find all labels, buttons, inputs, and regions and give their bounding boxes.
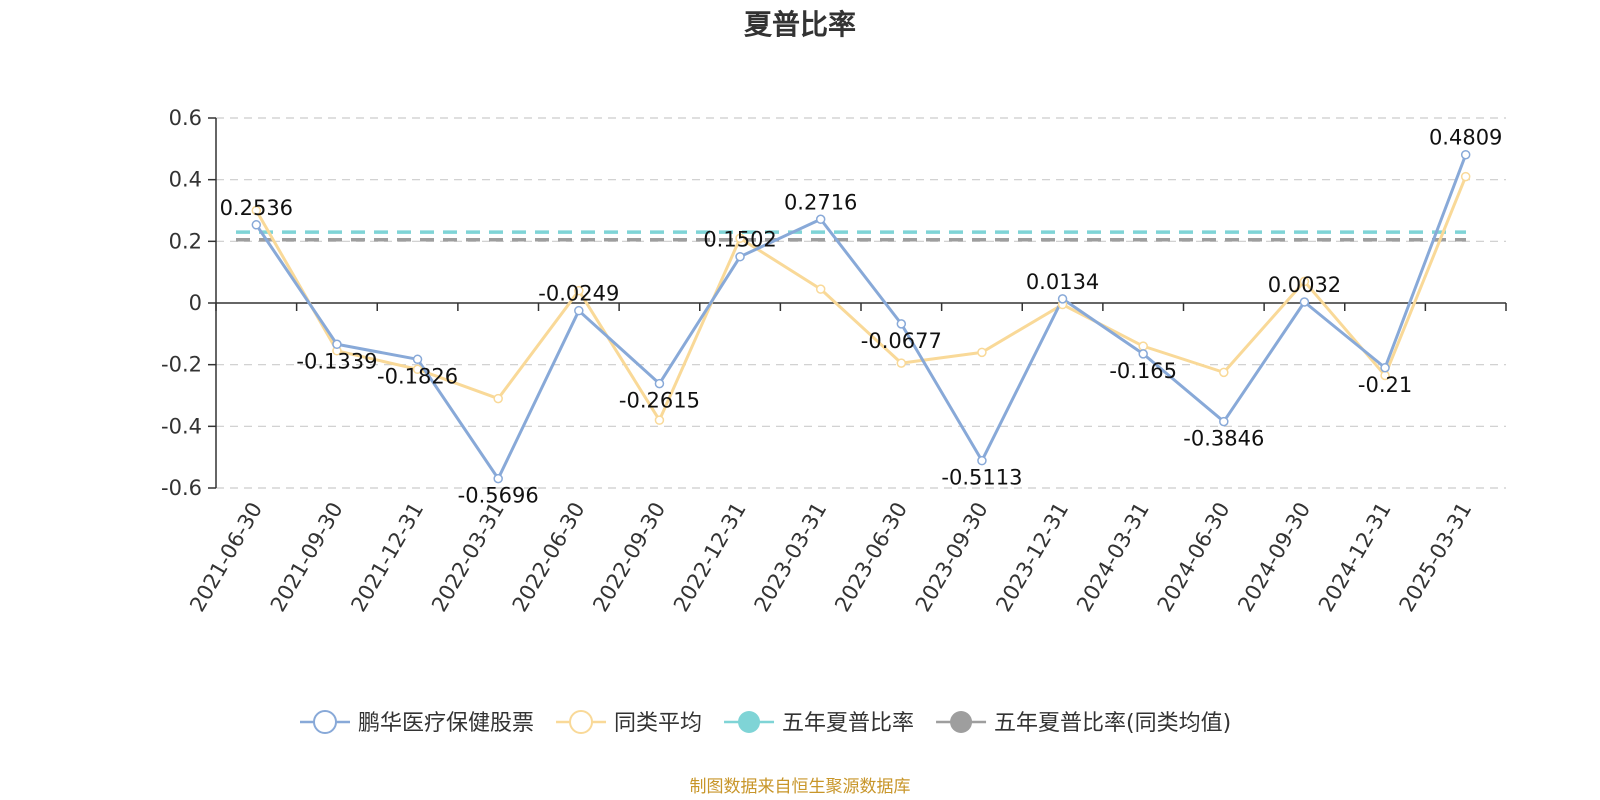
legend-item: 同类平均 [556, 710, 702, 736]
data-point [1299, 297, 1310, 307]
data-point [735, 233, 745, 243]
legend: 鹏华医疗保健股票 同类平均 五年夏普比率 五年夏普比率(同类均值) [300, 710, 1231, 736]
data-point [735, 251, 745, 262]
data-point [1460, 149, 1471, 160]
data-label: 0.1502 [703, 228, 776, 252]
data-point [815, 284, 826, 294]
data-label: 0.4809 [1429, 126, 1502, 150]
y-tick-label: -0.4 [161, 414, 202, 438]
data-label: -0.2615 [619, 389, 700, 413]
data-point [251, 220, 262, 230]
x-tick-label: 2024-06-30 [1153, 498, 1235, 616]
data-point [1138, 349, 1148, 359]
y-tick-label: 0.6 [169, 106, 202, 130]
series-points [251, 149, 1471, 484]
data-label: -0.3846 [1183, 427, 1264, 451]
data-label: 0.2716 [784, 190, 857, 214]
data-point [493, 473, 503, 484]
data-point [332, 339, 342, 350]
legend-item: 五年夏普比率(同类均值) [936, 711, 1231, 736]
data-point [1380, 363, 1390, 373]
legend-marker [569, 710, 594, 734]
data-label: -0.0677 [861, 329, 942, 353]
x-tick-label: 2023-12-31 [991, 498, 1073, 616]
data-point [1219, 367, 1229, 378]
legend-item: 五年夏普比率 [724, 711, 914, 736]
series-line [255, 154, 1468, 481]
x-tick-label: 2024-09-30 [1233, 498, 1315, 616]
y-tick-label: 0.2 [169, 229, 202, 253]
series-line [255, 176, 1468, 422]
data-point [251, 205, 262, 216]
data-point [815, 214, 826, 225]
data-point [1057, 294, 1068, 304]
legend-marker [313, 710, 337, 734]
y-tick-label: -0.2 [161, 353, 202, 377]
data-label: 0.2536 [220, 196, 293, 220]
data-point [977, 347, 987, 358]
legend-marker [950, 711, 973, 733]
x-tick-label: 2023-09-30 [911, 498, 993, 616]
data-labels: 0.2536 -0.1339-0.1826 -0.5696 -0.0249 -0.261… [220, 126, 1503, 508]
x-tick-label: 2025-03-31 [1395, 498, 1477, 616]
data-point [654, 415, 665, 425]
data-point [1299, 276, 1310, 287]
y-tick-label: 0.4 [169, 168, 202, 192]
data-point [977, 455, 987, 466]
data-point [574, 305, 584, 316]
series-lines [255, 154, 1468, 481]
source-note: 制图数据来自恒生聚源数据库 [690, 777, 911, 797]
data-point [574, 285, 584, 296]
x-tick-label: 2022-03-31 [427, 498, 509, 616]
data-label: 0.0134 [1026, 270, 1099, 294]
data-point [896, 358, 907, 368]
data-point [1460, 171, 1471, 182]
x-tick-label: 2021-09-30 [266, 498, 348, 616]
data-label: -0.5696 [458, 484, 539, 508]
x-tick-label: 2022-12-31 [669, 498, 751, 616]
x-tick-label: 2024-03-31 [1072, 498, 1154, 616]
y-tick-label: -0.6 [161, 476, 202, 500]
data-point [412, 364, 423, 375]
data-label: -0.0249 [538, 282, 619, 306]
data-point [896, 319, 907, 329]
legend-item: 鹏华医疗保健股票 [300, 710, 534, 736]
x-tick-label: 2024-12-31 [1314, 498, 1396, 616]
reference-lines [236, 230, 1466, 242]
data-label: -0.21 [1358, 373, 1412, 397]
legend-label: 鹏华医疗保健股票 [358, 711, 534, 736]
x-tick-label: 2023-03-31 [750, 498, 832, 616]
data-point [1219, 416, 1229, 427]
data-point [412, 354, 423, 365]
legend-marker [738, 711, 761, 733]
x-tick-label: 2021-12-31 [346, 498, 428, 616]
chart-title: 夏普比率 [744, 8, 856, 41]
x-tick-label: 2022-09-30 [588, 498, 670, 616]
legend-label: 同类平均 [614, 711, 702, 736]
data-label: -0.1339 [296, 349, 377, 373]
data-label: -0.5113 [941, 466, 1022, 490]
data-point [1138, 341, 1148, 351]
data-label: 0.0032 [1268, 273, 1341, 297]
x-tick-label: 2023-06-30 [830, 498, 912, 616]
y-tick-label: 0 [189, 291, 202, 315]
data-label: -0.165 [1109, 359, 1177, 383]
x-tick-label: 2021-06-30 [185, 498, 267, 616]
data-point [493, 393, 503, 404]
data-point [654, 378, 665, 389]
legend-label: 五年夏普比率 [782, 711, 914, 736]
x-tick-label: 2022-06-30 [508, 498, 590, 616]
data-label: -0.1826 [377, 364, 458, 388]
legend-label: 五年夏普比率(同类均值) [994, 711, 1231, 736]
